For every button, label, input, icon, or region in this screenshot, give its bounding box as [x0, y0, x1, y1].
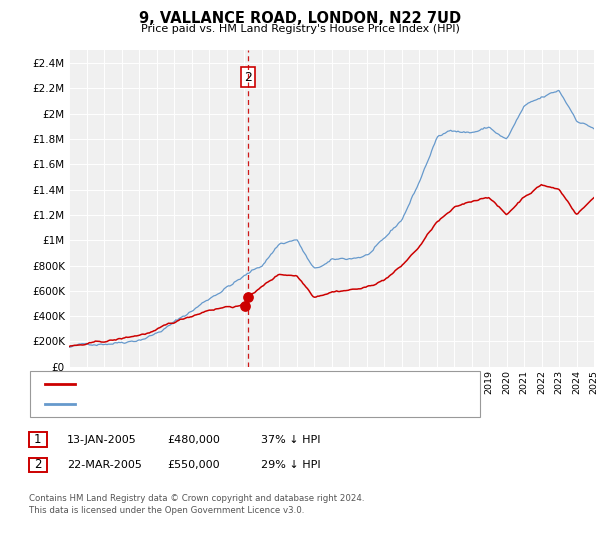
- Text: 9, VALLANCE ROAD, LONDON, N22 7UD: 9, VALLANCE ROAD, LONDON, N22 7UD: [139, 11, 461, 26]
- Text: 13-JAN-2005: 13-JAN-2005: [67, 435, 137, 445]
- Point: [240, 302, 250, 311]
- Text: 22-MAR-2005: 22-MAR-2005: [67, 460, 142, 470]
- Text: 1: 1: [34, 433, 41, 446]
- Text: Price paid vs. HM Land Registry's House Price Index (HPI): Price paid vs. HM Land Registry's House …: [140, 24, 460, 34]
- Text: £480,000: £480,000: [167, 435, 220, 445]
- Text: 37% ↓ HPI: 37% ↓ HPI: [261, 435, 320, 445]
- Text: 29% ↓ HPI: 29% ↓ HPI: [261, 460, 320, 470]
- Point: [243, 293, 253, 302]
- Text: 9, VALLANCE ROAD, LONDON, N22 7UD (detached house): 9, VALLANCE ROAD, LONDON, N22 7UD (detac…: [81, 379, 370, 389]
- Text: Contains HM Land Registry data © Crown copyright and database right 2024.
This d: Contains HM Land Registry data © Crown c…: [29, 494, 364, 515]
- Text: HPI: Average price, detached house, Haringey: HPI: Average price, detached house, Hari…: [81, 399, 311, 409]
- Text: 2: 2: [244, 71, 252, 84]
- Text: £550,000: £550,000: [167, 460, 220, 470]
- Text: 2: 2: [34, 458, 41, 472]
